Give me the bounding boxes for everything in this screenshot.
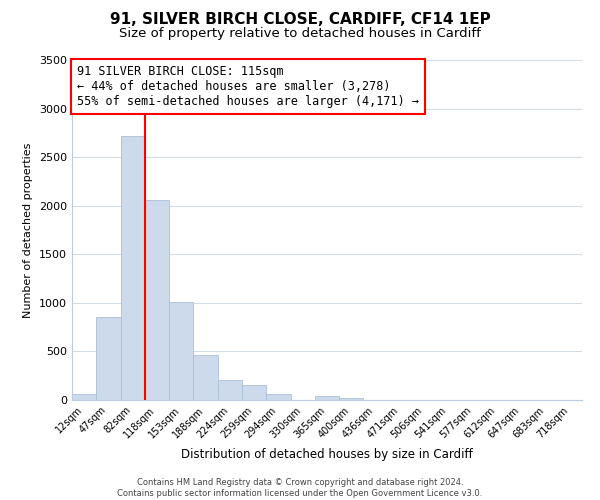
Bar [339, 398, 364, 400]
Bar [266, 394, 290, 400]
Bar [242, 386, 266, 400]
Bar [315, 396, 339, 400]
Bar [121, 136, 145, 400]
Bar [72, 394, 96, 400]
Text: Contains HM Land Registry data © Crown copyright and database right 2024.
Contai: Contains HM Land Registry data © Crown c… [118, 478, 482, 498]
Bar [169, 302, 193, 400]
Bar [96, 318, 121, 400]
Y-axis label: Number of detached properties: Number of detached properties [23, 142, 34, 318]
Text: Size of property relative to detached houses in Cardiff: Size of property relative to detached ho… [119, 28, 481, 40]
X-axis label: Distribution of detached houses by size in Cardiff: Distribution of detached houses by size … [181, 448, 473, 461]
Bar [218, 380, 242, 400]
Text: 91 SILVER BIRCH CLOSE: 115sqm
← 44% of detached houses are smaller (3,278)
55% o: 91 SILVER BIRCH CLOSE: 115sqm ← 44% of d… [77, 65, 419, 108]
Bar [193, 356, 218, 400]
Bar [145, 200, 169, 400]
Text: 91, SILVER BIRCH CLOSE, CARDIFF, CF14 1EP: 91, SILVER BIRCH CLOSE, CARDIFF, CF14 1E… [110, 12, 490, 28]
